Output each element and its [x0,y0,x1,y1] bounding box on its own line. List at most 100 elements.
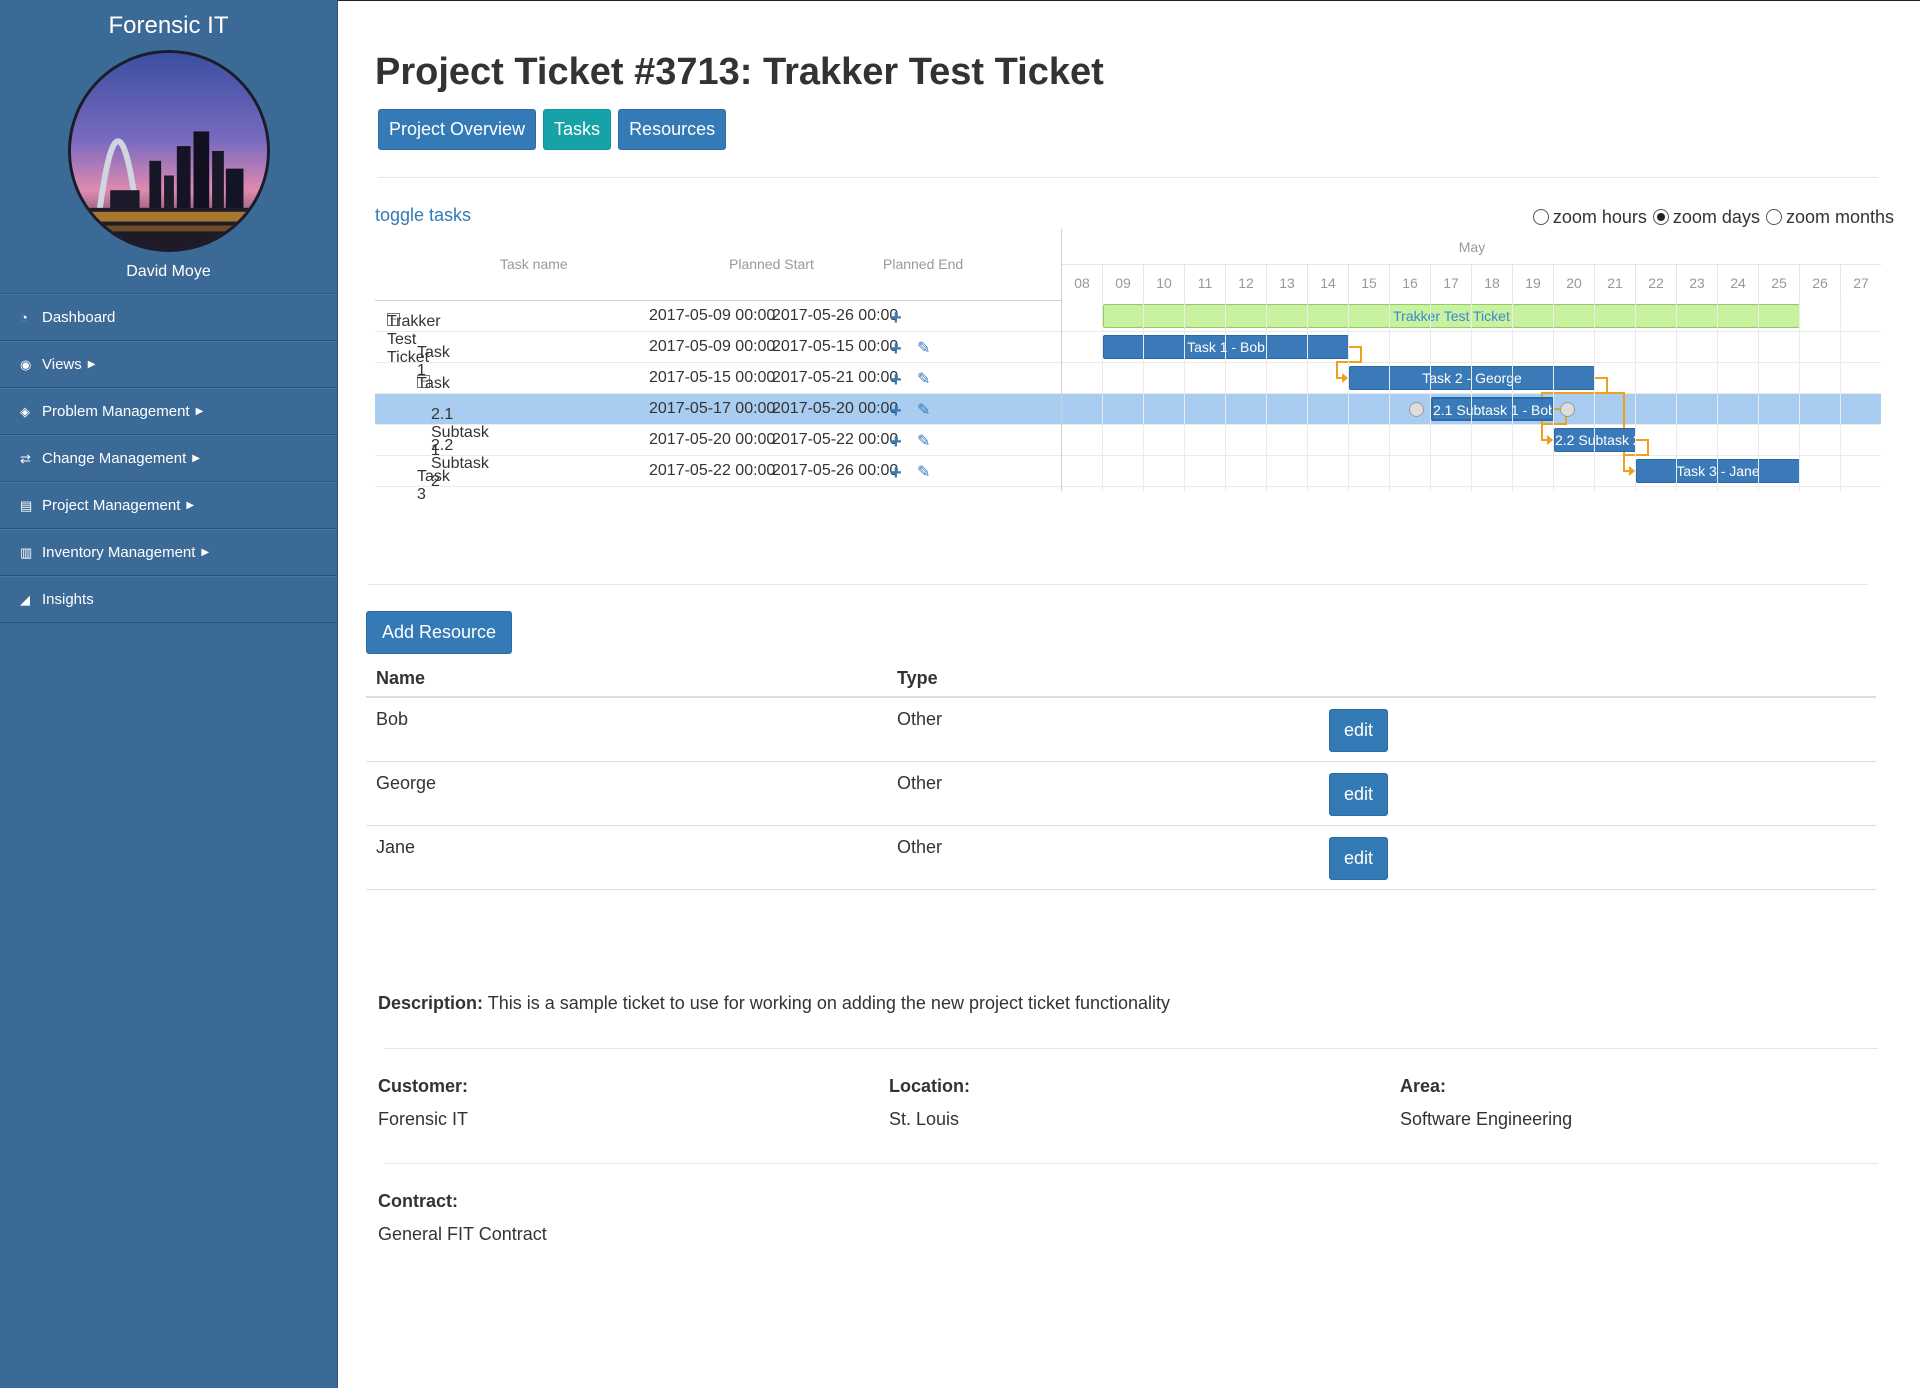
collapse-icon[interactable]: − [387,313,400,326]
task-bar[interactable]: Task 2 - George [1349,366,1595,390]
gantt-row[interactable]: Task 3 2017-05-22 00:00 2017-05-26 00:00 + ✎ [375,456,1061,503]
timeline-gridline [1758,301,1759,491]
timeline-days: 08 09 10 11 12 13 14 15 16 17 18 19 20 21 22 23 24 25 26 27 [1062,265,1881,301]
tab-resources[interactable]: Resources [618,109,727,150]
resource-type: Other [897,709,943,729]
edit-resource-button[interactable]: edit [1329,773,1389,816]
avatar[interactable] [67,50,270,252]
sidebar-item-label: Views [42,356,82,373]
timeline-day: 08 [1062,265,1103,301]
sidebar-item-project-management[interactable]: ▤ Project Management ▶ [0,482,337,529]
task-end: 2017-05-26 00:00 [772,307,899,324]
edit-resource-button[interactable]: edit [1329,709,1389,752]
zoom-days-option[interactable]: zoom days [1652,207,1760,228]
task-start: 2017-05-09 00:00 [649,338,776,355]
contract-label: Contract: [378,1191,458,1211]
tachometer-icon: ◔ [20,310,28,325]
task-name-text: Task 1 [417,344,450,379]
timeline-day: 18 [1472,265,1513,301]
gantt-row[interactable]: 2.2 Subtask 2 2017-05-20 00:00 2017-05-22 … [375,425,1061,490]
caret-right-icon: ▶ [87,359,96,370]
task-bar[interactable]: 2.1 Subtask 1 - Bob [1431,397,1554,421]
edit-resource-button[interactable]: edit [1329,837,1389,880]
add-resource-button[interactable]: Add Resource [366,611,513,654]
timeline-day: 22 [1636,265,1677,301]
area-field: Area: Software Engineering [1400,1076,1572,1130]
description-label: Description: [378,993,484,1013]
sidebar-item-insights[interactable]: ◢ Insights [0,576,337,623]
task-bar[interactable]: Task 1 - Bob [1103,335,1349,359]
column-planned-start[interactable]: Planned Start [729,256,814,272]
sidebar-item-problem-management[interactable]: ◈ Problem Management ▶ [0,388,337,435]
timeline-gridline [1512,301,1513,491]
brand-title[interactable]: Forensic IT [108,12,229,39]
tab-project-overview[interactable]: Project Overview [378,109,537,150]
timeline-day: 15 [1349,265,1390,301]
caret-right-icon: ▶ [186,500,195,511]
zoom-months-option[interactable]: zoom months [1765,207,1894,228]
timeline-gridline [1799,301,1800,491]
timeline-day: 19 [1513,265,1554,301]
avatar-image [70,53,267,249]
add-task-icon[interactable]: + [890,462,902,484]
gantt-row[interactable]: Task 1 2017-05-09 00:00 2017-05-15 00:00 + ✎ [375,332,1061,379]
link-handle[interactable] [1409,402,1424,417]
link-handle[interactable] [1560,402,1575,417]
timeline-day: 17 [1431,265,1472,301]
timeline-gridline [1676,301,1677,491]
main-content: Project Ticket #3713: Trakker Test Ticke… [338,0,1920,1388]
task-end: 2017-05-22 00:00 [772,431,899,448]
add-task-icon[interactable]: + [890,369,902,391]
edit-task-icon[interactable]: ✎ [917,464,931,481]
user-name[interactable]: David Moye [126,263,211,280]
task-end: 2017-05-26 00:00 [772,462,899,479]
column-planned-end[interactable]: Planned End [883,256,964,272]
add-task-icon[interactable]: + [890,338,902,360]
task-bar[interactable]: 2.2 Subtask 2 [1554,428,1636,452]
task-end: 2017-05-15 00:00 [772,338,899,355]
edit-task-icon[interactable]: ✎ [917,340,931,357]
column-task-name[interactable]: Task name [500,256,568,272]
resource-type: Other [897,837,943,857]
sidebar-item-change-management[interactable]: ⇄ Change Management ▶ [0,435,337,482]
timeline-gridline [1348,301,1349,491]
edit-task-icon[interactable]: ✎ [917,433,931,450]
timeline-gridline [1471,301,1472,491]
customer-field: Customer: Forensic IT [378,1076,468,1130]
zoom-days-radio[interactable] [1652,209,1669,225]
add-task-icon[interactable]: + [890,307,902,329]
zoom-hours-radio[interactable] [1532,209,1549,225]
collapse-icon[interactable]: − [417,375,430,388]
add-task-icon[interactable]: + [890,400,902,422]
resource-name: Jane [376,837,416,857]
timeline-day: 11 [1185,265,1226,301]
gantt-grid-header: Task name Planned Start Planned End [375,229,1061,301]
list-icon: ▤ [20,497,33,513]
edit-task-icon[interactable]: ✎ [917,371,931,388]
task-end: 2017-05-21 00:00 [772,369,899,386]
sidebar-item-views[interactable]: ◉ Views ▶ [0,341,337,388]
sidebar-item-dashboard[interactable]: ◔ Dashboard [0,294,337,341]
edit-task-icon[interactable]: ✎ [917,402,931,419]
sidebar-item-label: Project Management [42,497,181,514]
tab-tasks[interactable]: Tasks [543,109,612,150]
zoom-hours-option[interactable]: zoom hours [1532,207,1647,228]
gantt-row[interactable]: 2.1 Subtask 1 2017-05-17 00:00 2017-05-20 … [375,394,1061,459]
sidebar: Forensic IT David Moye [0,0,338,1388]
zoom-months-radio[interactable] [1765,209,1782,225]
timeline-gridline [1102,301,1103,491]
task-name-text: Trakker Test Ticket [387,313,441,366]
sidebar-item-inventory-management[interactable]: ▥ Inventory Management ▶ [0,529,337,576]
add-task-icon[interactable]: + [890,431,902,453]
area-value: Software Engineering [1400,1109,1573,1129]
task-bar[interactable]: Task 3 - Jane [1636,459,1800,483]
task-bar[interactable]: Trakker Test Ticket [1103,304,1800,328]
toggle-tasks-link[interactable]: toggle tasks [375,205,472,225]
sidebar-item-label: Dashboard [42,309,116,326]
gantt-row[interactable]: − Trakker Test Ticket 2017-05-09 00:00 2017… [375,301,1061,366]
table-row: George Other edit [366,762,1876,826]
task-start: 2017-05-09 00:00 [649,307,776,324]
timeline-day: 27 [1841,265,1881,301]
sidebar-item-label: Change Management [42,450,187,467]
